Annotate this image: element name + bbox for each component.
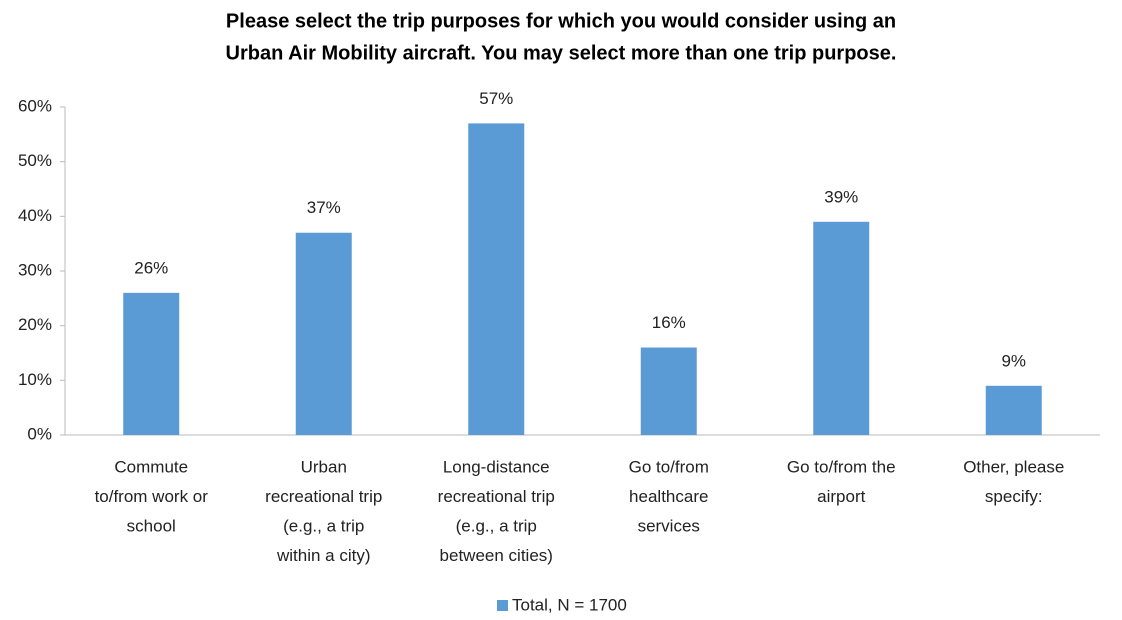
- bar: [985, 385, 1042, 435]
- x-tick-label: services: [638, 516, 700, 535]
- x-tick-label: recreational trip: [265, 487, 382, 506]
- x-tick-label: school: [127, 516, 176, 535]
- y-tick-label: 30%: [18, 260, 52, 279]
- x-tick-label: specify:: [985, 487, 1043, 506]
- bar: [295, 232, 352, 435]
- y-tick-label: 0%: [27, 424, 52, 443]
- data-label: 57%: [479, 89, 513, 108]
- y-tick-label: 50%: [18, 151, 52, 170]
- y-tick-label: 60%: [18, 96, 52, 115]
- x-tick-label: (e.g., a trip: [456, 516, 537, 535]
- data-label: 16%: [652, 313, 686, 332]
- x-tick-label: healthcare: [629, 487, 708, 506]
- x-tick-label: Commute: [114, 457, 188, 476]
- y-tick-label: 40%: [18, 206, 52, 225]
- data-label: 9%: [1001, 351, 1026, 370]
- chart-title: Urban Air Mobility aircraft. You may sel…: [226, 42, 897, 64]
- bar: [123, 292, 180, 435]
- data-label: 26%: [134, 258, 168, 277]
- x-tick-label: to/from work or: [95, 487, 209, 506]
- x-tick-label: Other, please: [963, 457, 1064, 476]
- data-label: 37%: [307, 198, 341, 217]
- x-tick-label: between cities): [440, 546, 553, 565]
- legend-swatch: [497, 600, 508, 611]
- x-tick-label: recreational trip: [438, 487, 555, 506]
- bar: [640, 347, 697, 435]
- chart-title: Please select the trip purposes for whic…: [226, 10, 896, 32]
- x-tick-label: Go to/from the: [787, 457, 896, 476]
- bar: [468, 123, 525, 436]
- x-tick-label: within a city): [276, 546, 371, 565]
- y-tick-label: 10%: [18, 370, 52, 389]
- x-tick-label: (e.g., a trip: [283, 516, 364, 535]
- x-tick-label: Long-distance: [443, 457, 550, 476]
- x-tick-label: airport: [817, 487, 865, 506]
- x-tick-label: Go to/from: [629, 457, 709, 476]
- y-tick-label: 20%: [18, 315, 52, 334]
- x-tick-label: Urban: [301, 457, 347, 476]
- legend-label: Total, N = 1700: [512, 595, 627, 614]
- data-label: 39%: [824, 187, 858, 206]
- bar: [813, 221, 870, 435]
